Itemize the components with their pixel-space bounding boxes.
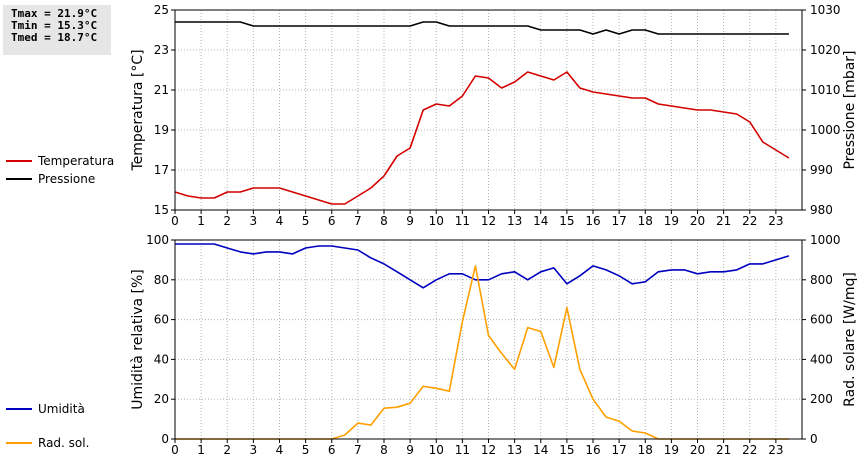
y2-tick-label: 200	[810, 392, 833, 406]
temperature-pressure-panel: 0 1 2 3 4 5 6 7 8 9 10 11 12 13 14 15 16 17 18 19 20 21 22 2315…	[6, 3, 858, 228]
x-tick-label: 21	[716, 214, 731, 228]
x-tick-label: 22	[742, 214, 757, 228]
y-tick-label: 0	[161, 432, 169, 446]
x-tick-label: 0	[171, 443, 179, 457]
x-tick-label: 1	[197, 214, 205, 228]
x-tick-label: 23	[768, 214, 783, 228]
x-tick-label: 16	[585, 443, 600, 457]
x-tick-label: 12	[481, 443, 496, 457]
x-tick-label: 8	[380, 214, 388, 228]
legend-label: Temperatura	[37, 154, 114, 168]
y-tick-label: 100	[146, 233, 169, 247]
y2-tick-label: 1000	[810, 123, 841, 137]
y2-tick-label: 980	[810, 203, 833, 217]
humidity-radiation-panel: 0 1 2 3 4 5 6 7 8 9 10 11 12 13 14 15 16 17 18 19 20 21 22 2302…	[6, 233, 858, 457]
y2-tick-label: 1000	[810, 233, 841, 247]
y-tick-label: 19	[154, 123, 169, 137]
x-tick-label: 15	[559, 443, 574, 457]
tmax-label: Tmax = 21.9°C	[11, 7, 98, 20]
x-tick-label: 13	[507, 214, 522, 228]
y-tick-label: 40	[154, 352, 169, 366]
x-tick-label: 18	[638, 214, 653, 228]
x-tick-label: 6	[328, 443, 336, 457]
x-tick-label: 12	[481, 214, 496, 228]
tmin-label: Tmin = 15.3°C	[11, 19, 98, 32]
x-tick-label: 4	[276, 443, 284, 457]
y2-axis-title: Rad. solare [W/mq]	[842, 272, 858, 407]
y-tick-label: 80	[154, 273, 169, 287]
y-tick-label: 23	[154, 43, 169, 57]
x-tick-label: 14	[533, 214, 548, 228]
legend-label: Rad. sol.	[38, 436, 89, 450]
x-tick-label: 13	[507, 443, 522, 457]
y2-tick-label: 1030	[810, 3, 841, 17]
x-tick-label: 20	[690, 214, 705, 228]
x-tick-label: 9	[406, 443, 414, 457]
y2-tick-label: 800	[810, 273, 833, 287]
x-tick-label: 19	[664, 214, 679, 228]
y-axis-title: Umidità relativa [%]	[130, 269, 146, 410]
x-tick-label: 4	[276, 214, 284, 228]
x-tick-label: 2	[223, 443, 231, 457]
tmed-label: Tmed = 18.7°C	[11, 31, 98, 44]
x-tick-label: 9	[406, 214, 414, 228]
series-line-pressure	[175, 21, 789, 35]
x-tick-label: 8	[380, 443, 388, 457]
y-tick-label: 20	[154, 392, 169, 406]
y2-tick-label: 1020	[810, 43, 841, 57]
x-tick-label: 23	[768, 443, 783, 457]
x-tick-label: 15	[559, 214, 574, 228]
x-tick-label: 10	[429, 443, 444, 457]
y2-tick-label: 600	[810, 313, 833, 327]
x-tick-label: 5	[302, 214, 310, 228]
y2-tick-label: 0	[810, 432, 818, 446]
y-tick-label: 25	[154, 3, 169, 17]
y2-axis-title: Pressione [mbar]	[842, 50, 858, 169]
x-tick-label: 11	[455, 443, 470, 457]
y-tick-label: 15	[154, 203, 169, 217]
x-tick-label: 1	[197, 443, 205, 457]
x-tick-label: 10	[429, 214, 444, 228]
x-tick-label: 16	[585, 214, 600, 228]
x-tick-label: 18	[638, 443, 653, 457]
x-tick-label: 5	[302, 443, 310, 457]
x-tick-label: 14	[533, 443, 548, 457]
y-tick-label: 60	[154, 313, 169, 327]
x-tick-label: 3	[250, 214, 258, 228]
x-tick-label: 6	[328, 214, 336, 228]
x-tick-label: 21	[716, 443, 731, 457]
y-tick-label: 21	[154, 83, 169, 97]
x-tick-label: 7	[354, 443, 362, 457]
x-tick-label: 7	[354, 214, 362, 228]
y2-tick-label: 990	[810, 163, 833, 177]
x-tick-label: 17	[611, 214, 626, 228]
x-tick-label: 17	[611, 443, 626, 457]
legend-label: Pressione	[38, 172, 95, 186]
stats-box: Tmax = 21.9°C Tmin = 15.3°C Tmed = 18.7°…	[3, 5, 111, 55]
series-line-temperature	[174, 71, 790, 205]
x-tick-label: 20	[690, 443, 705, 457]
y-axis-title: Temperatura [°C]	[130, 49, 146, 171]
y-tick-label: 17	[154, 163, 169, 177]
x-tick-label: 19	[664, 443, 679, 457]
x-tick-label: 2	[223, 214, 231, 228]
x-tick-label: 11	[455, 214, 470, 228]
y2-tick-label: 1010	[810, 83, 841, 97]
y2-tick-label: 400	[810, 352, 833, 366]
x-tick-label: 22	[742, 443, 757, 457]
x-tick-label: 0	[171, 214, 179, 228]
legend-label: Umidità	[38, 402, 85, 416]
series-line-humidity	[175, 243, 790, 289]
series-line-radiation	[175, 265, 789, 440]
x-tick-label: 3	[250, 443, 258, 457]
